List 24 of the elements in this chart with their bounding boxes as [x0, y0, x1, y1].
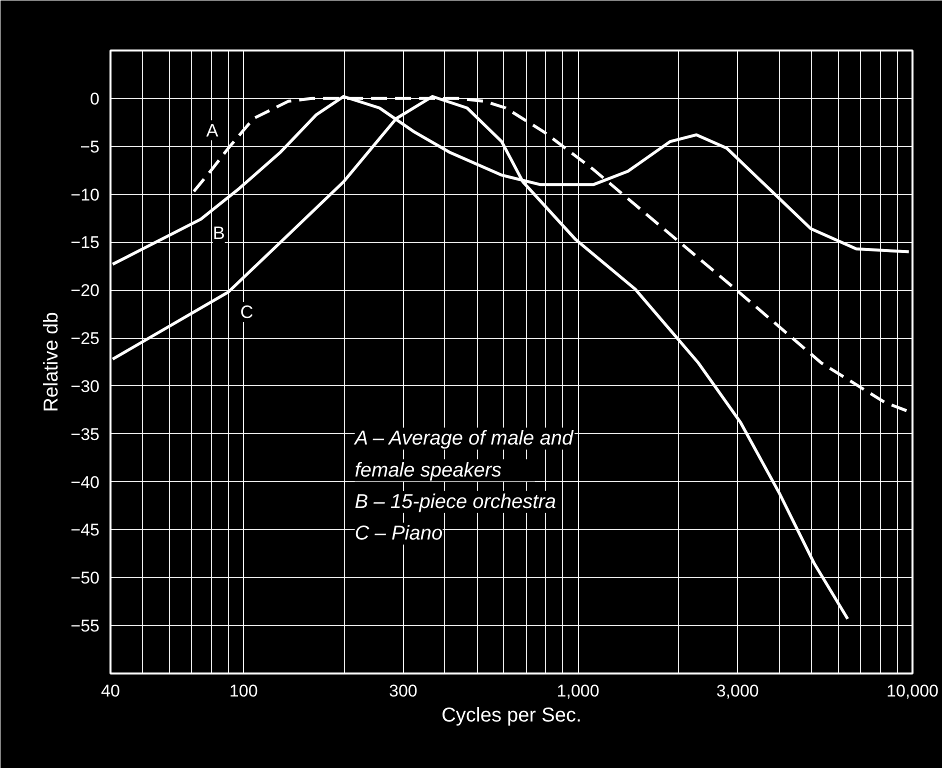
x-tick-label: 3,000 [716, 682, 759, 700]
series-label: C [240, 302, 254, 322]
x-axis-title: Cycles per Sec. [441, 704, 582, 726]
y-tick-label: −45 [70, 520, 100, 540]
series-label: A [206, 120, 218, 140]
x-tick-label: 10,000 [886, 682, 938, 700]
series-label: B [212, 223, 225, 244]
y-tick-label: −40 [70, 472, 100, 492]
y-tick-label: −20 [70, 281, 100, 300]
y-tick-label: −30 [70, 376, 100, 396]
x-tick-label: 300 [388, 682, 418, 700]
y-axis-title: Relative db [40, 312, 63, 412]
x-tick-label: 1,000 [556, 682, 600, 700]
x-tick-label: 40 [101, 682, 120, 700]
y-tick-label: −50 [70, 568, 100, 588]
y-tick-label: −15 [70, 233, 100, 252]
annotation: A – Average of male and female speakers B – 15-piece orchestra C – Piano [354, 428, 574, 545]
y-tick-label: −25 [70, 329, 100, 348]
y-tick-label: −10 [70, 185, 100, 204]
y-tick-label: −5 [80, 137, 100, 156]
x-tick-label: 100 [229, 682, 258, 700]
y-tick-label: 0 [90, 89, 100, 108]
y-tick-label: −35 [70, 424, 100, 444]
y-tick-label: −55 [70, 616, 100, 636]
